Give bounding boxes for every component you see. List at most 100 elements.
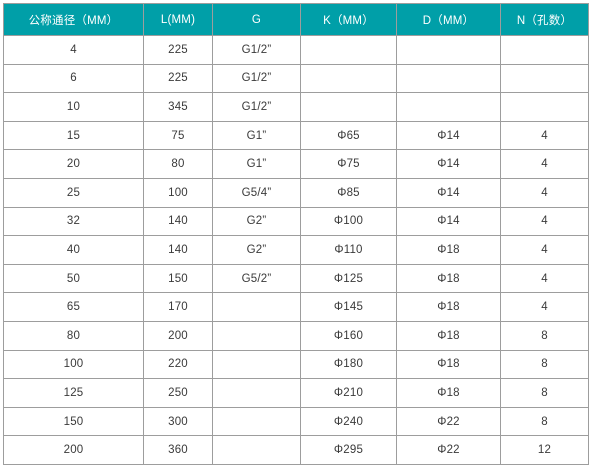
cell-d: Φ18 <box>396 292 501 322</box>
cell-k: Φ180 <box>300 349 397 380</box>
cell-k: Φ75 <box>300 149 397 179</box>
cell-k <box>300 63 397 94</box>
cell-d: Φ18 <box>396 235 501 265</box>
table-row: 65 170 Φ145 Φ18 4 <box>3 292 589 322</box>
cell-k: Φ85 <box>300 177 397 208</box>
table-row: 100 220 Φ180 Φ18 8 <box>3 349 589 380</box>
cell-d: Φ14 <box>396 177 501 208</box>
cell-l: 200 <box>143 320 213 351</box>
column-header-k: K（MM） <box>300 3 397 36</box>
cell-g: G5/4” <box>212 177 301 208</box>
cell-g <box>212 406 301 437</box>
cell-l: 150 <box>143 263 213 294</box>
cell-l: 250 <box>143 378 213 408</box>
cell-g: G5/2” <box>212 263 301 294</box>
cell-l: 100 <box>143 177 213 208</box>
table-header-row: 公称通径（MM） L(MM) G K（MM） D（MM） N（孔数） <box>3 3 589 36</box>
cell-d: Φ18 <box>396 320 501 351</box>
cell-l: 220 <box>143 349 213 380</box>
cell-n <box>500 35 589 65</box>
table-header: 公称通径（MM） L(MM) G K（MM） D（MM） N（孔数） <box>3 3 589 36</box>
column-header-nominal-diameter: 公称通径（MM） <box>3 3 144 36</box>
cell-dn: 50 <box>3 263 144 294</box>
table-row: 125 250 Φ210 Φ18 8 <box>3 378 589 408</box>
cell-g: G1/2” <box>212 92 301 122</box>
cell-n: 8 <box>500 349 589 380</box>
cell-l: 345 <box>143 92 213 122</box>
cell-dn: 125 <box>3 378 144 408</box>
cell-dn: 200 <box>3 435 144 465</box>
cell-k: Φ210 <box>300 378 397 408</box>
cell-dn: 6 <box>3 63 144 94</box>
cell-k: Φ145 <box>300 292 397 322</box>
cell-n: 4 <box>500 292 589 322</box>
cell-d: Φ18 <box>396 263 501 294</box>
cell-l: 300 <box>143 406 213 437</box>
cell-dn: 20 <box>3 149 144 179</box>
cell-l: 225 <box>143 35 213 65</box>
cell-dn: 32 <box>3 206 144 237</box>
specification-table: 公称通径（MM） L(MM) G K（MM） D（MM） N（孔数） 4 225 G… <box>3 3 589 465</box>
cell-d <box>396 35 501 65</box>
specification-table-container: 公称通径（MM） L(MM) G K（MM） D（MM） N（孔数） 4 225 G… <box>3 3 589 465</box>
table-row: 10 345 G1/2” <box>3 92 589 122</box>
cell-g: G2” <box>212 206 301 237</box>
cell-dn: 100 <box>3 349 144 380</box>
cell-d: Φ18 <box>396 349 501 380</box>
cell-g <box>212 349 301 380</box>
cell-k: Φ240 <box>300 406 397 437</box>
column-header-thread: G <box>212 3 301 36</box>
table-body: 4 225 G1/2” 6 225 G1/2” 10 345 G1/2” 15 75 G1” Φ65 Φ1… <box>3 35 589 465</box>
cell-g: G1/2” <box>212 35 301 65</box>
cell-dn: 25 <box>3 177 144 208</box>
cell-d: Φ18 <box>396 378 501 408</box>
cell-k: Φ295 <box>300 435 397 465</box>
cell-k <box>300 35 397 65</box>
cell-g: G1/2” <box>212 63 301 94</box>
cell-d <box>396 63 501 94</box>
cell-n <box>500 63 589 94</box>
cell-d: Φ14 <box>396 149 501 179</box>
cell-g <box>212 378 301 408</box>
cell-dn: 4 <box>3 35 144 65</box>
cell-d: Φ14 <box>396 120 501 151</box>
table-row: 25 100 G5/4” Φ85 Φ14 4 <box>3 177 589 208</box>
cell-g: G1” <box>212 120 301 151</box>
cell-d: Φ14 <box>396 206 501 237</box>
cell-l: 225 <box>143 63 213 94</box>
cell-n: 12 <box>500 435 589 465</box>
cell-n: 4 <box>500 263 589 294</box>
cell-l: 140 <box>143 206 213 237</box>
cell-l: 75 <box>143 120 213 151</box>
cell-k: Φ160 <box>300 320 397 351</box>
column-header-hole-count: N（孔数） <box>500 3 589 36</box>
cell-l: 360 <box>143 435 213 465</box>
cell-n: 8 <box>500 320 589 351</box>
cell-k: Φ110 <box>300 235 397 265</box>
cell-g: G2” <box>212 235 301 265</box>
cell-g <box>212 435 301 465</box>
table-row: 200 360 Φ295 Φ22 12 <box>3 435 589 465</box>
cell-g <box>212 320 301 351</box>
cell-dn: 150 <box>3 406 144 437</box>
table-row: 32 140 G2” Φ100 Φ14 4 <box>3 206 589 237</box>
cell-n: 4 <box>500 149 589 179</box>
cell-n: 8 <box>500 378 589 408</box>
cell-d: Φ22 <box>396 435 501 465</box>
cell-k: Φ100 <box>300 206 397 237</box>
cell-l: 80 <box>143 149 213 179</box>
cell-dn: 80 <box>3 320 144 351</box>
cell-k: Φ125 <box>300 263 397 294</box>
cell-dn: 10 <box>3 92 144 122</box>
cell-n: 4 <box>500 235 589 265</box>
cell-n: 4 <box>500 206 589 237</box>
table-row: 150 300 Φ240 Φ22 8 <box>3 406 589 437</box>
cell-n: 4 <box>500 177 589 208</box>
table-row: 40 140 G2” Φ110 Φ18 4 <box>3 235 589 265</box>
cell-n <box>500 92 589 122</box>
column-header-d: D（MM） <box>396 3 501 36</box>
table-row: 50 150 G5/2” Φ125 Φ18 4 <box>3 263 589 294</box>
cell-dn: 40 <box>3 235 144 265</box>
cell-k <box>300 92 397 122</box>
cell-n: 8 <box>500 406 589 437</box>
